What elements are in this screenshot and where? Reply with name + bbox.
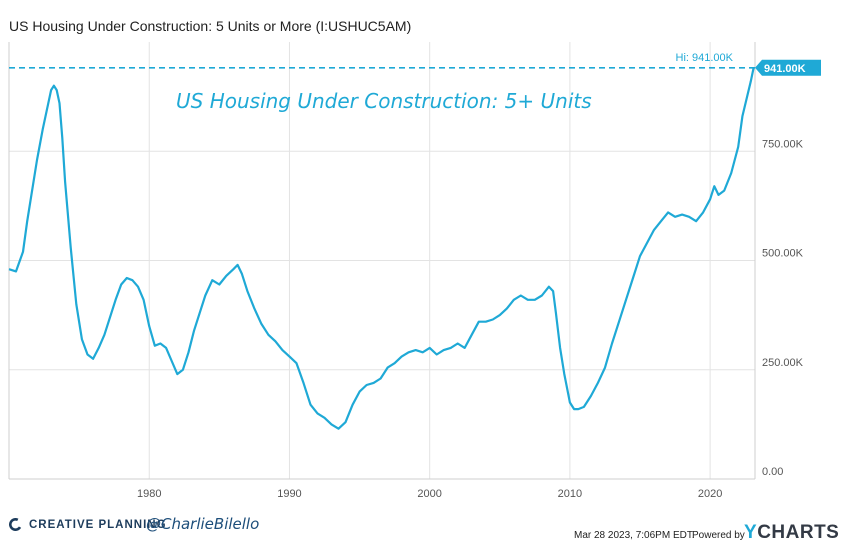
brand-name: CREATIVE PLANNING [29,518,167,531]
footer: CREATIVE PLANNING @CharlieBilello Mar 28… [0,512,850,549]
last-value-label: 941.00K [764,63,806,75]
high-label: Hi: 941.00K [676,52,734,64]
last-value-badge-shape [755,59,821,76]
axes [8,42,756,480]
x-tick-label: 1980 [137,488,161,500]
ycharts-logo-text: CHARTS [757,522,840,543]
x-tick-label: 2000 [417,488,441,500]
chart-title: US Housing Under Construction: 5 Units o… [9,18,412,34]
series-line[interactable] [8,67,755,430]
y-tick-label: 500.00K [762,248,804,260]
creative-planning-logo-icon [9,518,22,531]
chart-area: 0.00 250.00K 500.00K 750.00K 1980 1990 2000 201… [8,42,821,500]
x-tick-label: 2020 [698,488,722,500]
y-tick-label: 750.00K [762,138,804,150]
ycharts-logo-y: Y [744,522,758,543]
last-value-badge: 941.00K [755,59,821,76]
chart-annotation: US Housing Under Construction: 5+ Units [176,89,592,113]
x-tick-label: 1990 [277,488,301,500]
author-handle[interactable]: @CharlieBilello [146,515,260,533]
timestamp: Mar 28 2023, 7:06PM EDT. [574,530,695,541]
x-tick-label: 2010 [558,488,582,500]
y-tick-label: 250.00K [762,357,804,369]
y-tick-label: 0.00 [762,466,783,478]
ycharts-logo[interactable]: YCHARTS [744,522,839,544]
high-marker: Hi: 941.00K [9,52,755,69]
brand: CREATIVE PLANNING [9,518,167,531]
tick-labels: 0.00 250.00K 500.00K 750.00K 1980 1990 2000 201… [137,138,804,500]
powered-by-label: Powered by [692,530,745,541]
